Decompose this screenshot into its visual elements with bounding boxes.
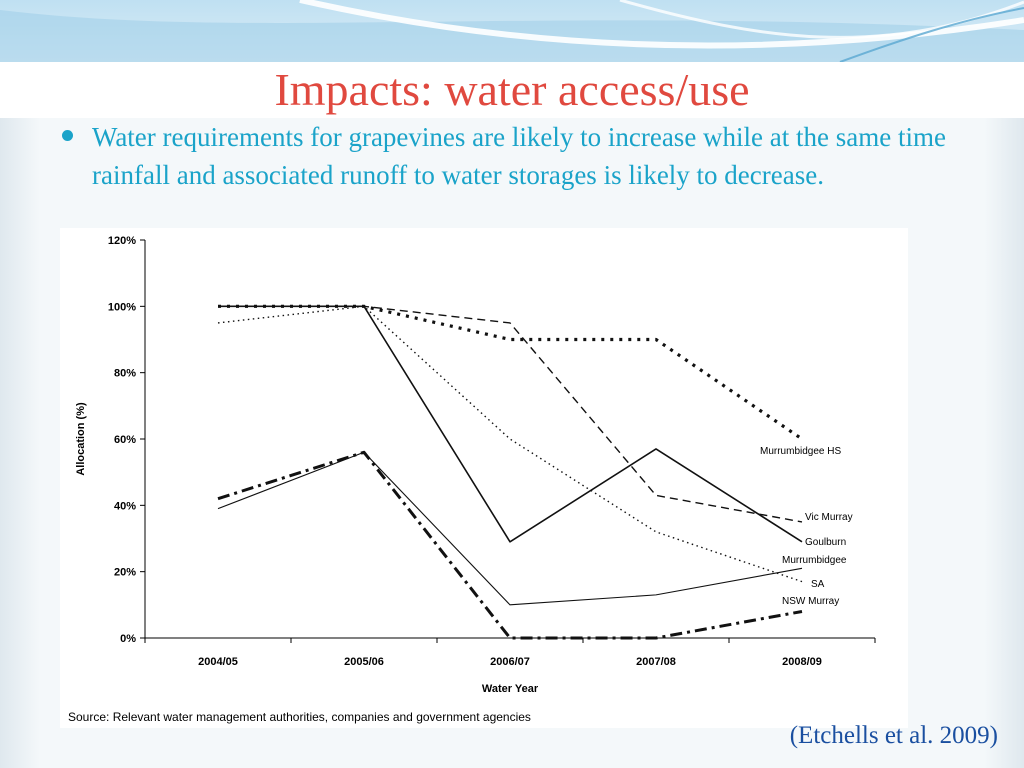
y-tick-label: 0% bbox=[120, 633, 136, 645]
bullet-text: Water requirements for grapevines are li… bbox=[92, 122, 946, 190]
series-line-murrumbidgee-hs bbox=[218, 304, 803, 441]
x-tick-label: 2006/07 bbox=[490, 656, 530, 668]
y-tick-label: 20% bbox=[114, 567, 136, 579]
bullet-dot-icon bbox=[62, 130, 73, 141]
series-label: Murrumbidgee HS bbox=[760, 446, 841, 457]
series-label: Vic Murray bbox=[805, 512, 853, 523]
x-tick-label: 2005/06 bbox=[344, 656, 384, 668]
series-line-murrumbidgee bbox=[217, 451, 803, 606]
citation: (Etchells et al. 2009) bbox=[789, 722, 998, 749]
series-label: SA bbox=[811, 579, 825, 590]
title-box bbox=[0, 62, 1024, 118]
y-axis-title: Allocation (%) bbox=[75, 402, 87, 476]
x-tick-label: 2008/09 bbox=[782, 656, 822, 668]
series-label: Murrumbidgee bbox=[782, 555, 847, 566]
y-tick-label: 80% bbox=[114, 368, 136, 380]
series-label: Goulburn bbox=[805, 537, 846, 548]
x-tick-label: 2004/05 bbox=[198, 656, 238, 668]
allocation-line-chart: 0% 20% 40% 60% 80% 100% 120% 2004/05 2005/06 2006… bbox=[68, 235, 876, 724]
series-line-goulburn bbox=[218, 305, 803, 543]
series-label: NSW Murray bbox=[782, 596, 839, 607]
slide-title: Impacts: water access/use bbox=[274, 64, 750, 115]
x-tick-label: 2007/08 bbox=[636, 656, 676, 668]
chart-container: 0% 20% 40% 60% 80% 100% 120% 2004/05 2005/06 2006… bbox=[60, 228, 908, 728]
x-axis-title: Water Year bbox=[482, 683, 539, 695]
series-line-vic-murray bbox=[218, 305, 803, 523]
y-tick-label: 120% bbox=[108, 235, 136, 247]
y-tick-label: 40% bbox=[114, 500, 136, 512]
y-tick-label: 100% bbox=[108, 301, 136, 313]
series-line-nsw-murray bbox=[217, 450, 803, 640]
header-wave-band bbox=[0, 0, 1024, 62]
chart-source-note: Source: Relevant water management author… bbox=[68, 710, 531, 724]
y-tick-label: 60% bbox=[114, 434, 136, 446]
